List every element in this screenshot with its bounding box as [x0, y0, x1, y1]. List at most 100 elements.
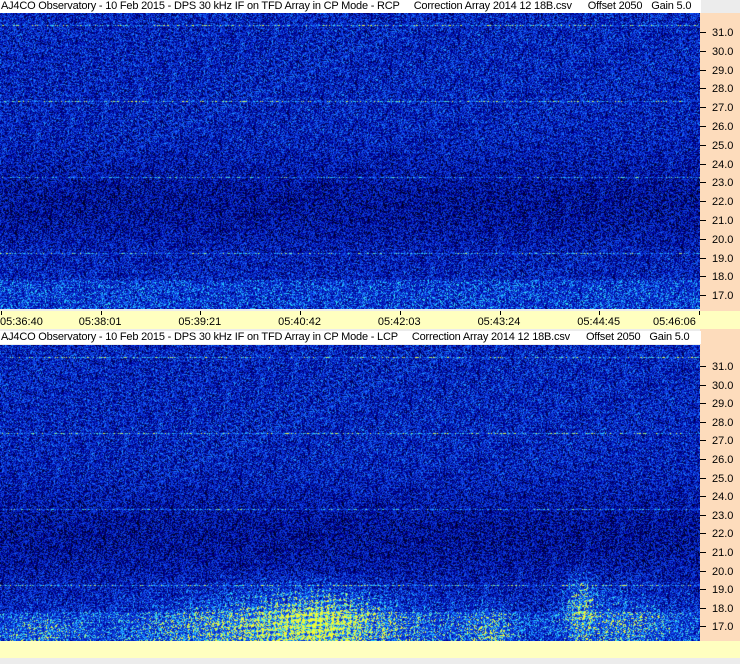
- tick-mark: [700, 552, 706, 553]
- tick-mark: [699, 311, 700, 315]
- lcp-title-bar: AJ4CO Observatory - 10 Feb 2015 - DPS 30…: [0, 331, 701, 344]
- freq-tick-label: 17.0: [712, 621, 734, 634]
- freq-tick: 29.0: [700, 65, 740, 77]
- freq-tick-label: 25.0: [712, 472, 734, 485]
- freq-tick-label: 20.0: [712, 565, 734, 578]
- freq-tick-label: 23.0: [712, 509, 734, 522]
- tick-mark: [700, 257, 706, 259]
- freq-tick-label: 21.0: [712, 215, 734, 227]
- tick-mark: [700, 477, 706, 479]
- tick-mark: [1, 311, 2, 315]
- freq-tick-label: 23.0: [712, 177, 734, 190]
- tick-mark: [599, 311, 601, 315]
- freq-tick-label: 30.0: [712, 379, 734, 392]
- freq-tick: 24.0: [700, 491, 740, 503]
- freq-tick-label: 18.0: [712, 271, 734, 284]
- tick-mark: [300, 311, 302, 315]
- tick-mark: [700, 366, 706, 367]
- tick-mark: [700, 163, 706, 165]
- freq-tick-label: 27.0: [712, 435, 734, 448]
- freq-tick: 18.0: [700, 603, 740, 615]
- freq-tick: 27.0: [700, 435, 740, 447]
- tick-mark: [100, 311, 102, 315]
- freq-tick: 21.0: [700, 215, 740, 227]
- tick-mark: [700, 126, 706, 127]
- time-tick-label: 05:42:03: [377, 316, 421, 328]
- freq-tick: 18.0: [700, 271, 740, 283]
- freq-tick: 24.0: [700, 159, 740, 171]
- freq-tick-label: 22.0: [712, 196, 734, 209]
- rcp-correction: Correction Array 2014 12 18B.csv: [413, 0, 572, 12]
- freq-tick-label: 21.0: [712, 547, 734, 559]
- freq-tick: 20.0: [700, 566, 740, 578]
- tick-mark: [700, 276, 706, 278]
- freq-tick: 28.0: [700, 83, 740, 95]
- tick-mark: [700, 570, 706, 572]
- freq-tick-label: 27.0: [712, 102, 734, 115]
- freq-tick-label: 25.0: [712, 139, 734, 152]
- freq-tick: 20.0: [700, 234, 740, 246]
- lcp-time-axis: [0, 641, 740, 658]
- lcp-title: AJ4CO Observatory - 10 Feb 2015 - DPS 30…: [1, 331, 398, 343]
- freq-tick: 17.0: [700, 290, 740, 302]
- tick-mark: [700, 421, 706, 423]
- tick-mark: [700, 69, 706, 71]
- tick-mark: [499, 311, 501, 315]
- lcp-offset: Offset 2050: [585, 331, 641, 343]
- freq-tick-label: 28.0: [712, 83, 734, 96]
- tick-mark: [700, 514, 706, 516]
- time-tick-label: 05:39:21: [178, 316, 222, 328]
- freq-tick: 17.0: [700, 621, 740, 633]
- freq-tick: 22.0: [700, 196, 740, 208]
- lcp-spectrogram: [0, 345, 700, 641]
- freq-tick: 19.0: [700, 253, 740, 265]
- tick-mark: [700, 238, 706, 240]
- freq-tick: 19.0: [700, 584, 740, 596]
- rcp-title: AJ4CO Observatory - 10 Feb 2015 - DPS 30…: [1, 0, 400, 12]
- freq-tick-label: 19.0: [712, 252, 734, 265]
- freq-tick: 31.0: [700, 361, 740, 373]
- freq-tick-label: 30.0: [712, 45, 734, 58]
- tick-mark: [700, 144, 706, 146]
- time-axis: 05:36:40 05:38:01 05:39:21 05:40:42 05:42:03…: [0, 311, 740, 329]
- freq-tick-label: 18.0: [712, 602, 734, 615]
- tick-mark: [700, 384, 706, 386]
- freq-tick-label: 29.0: [712, 64, 734, 77]
- freq-tick: 25.0: [700, 140, 740, 152]
- freq-tick: 26.0: [700, 454, 740, 466]
- tick-mark: [700, 295, 706, 297]
- freq-tick: 26.0: [700, 121, 740, 133]
- freq-tick-label: 24.0: [712, 158, 734, 171]
- tick-mark: [700, 459, 706, 460]
- time-tick-label: 05:44:45: [577, 316, 621, 328]
- freq-tick-label: 28.0: [712, 416, 734, 429]
- rcp-offset: Offset 2050: [587, 0, 643, 12]
- freq-tick-label: 20.0: [712, 233, 734, 246]
- tick-mark: [700, 107, 706, 109]
- freq-tick: 27.0: [700, 102, 740, 114]
- tick-mark: [700, 496, 706, 498]
- freq-tick: 30.0: [700, 46, 740, 58]
- lcp-frequency-axis: 31.0 30.0 29.0 28.0 27.0 26.0 25.0 24.0 23.0 22.0…: [700, 345, 740, 641]
- freq-tick-label: 29.0: [712, 398, 734, 411]
- freq-tick: 29.0: [700, 398, 740, 410]
- freq-tick: 22.0: [700, 528, 740, 540]
- tick-mark: [700, 440, 706, 442]
- freq-tick: 28.0: [700, 417, 740, 429]
- tick-mark: [700, 607, 706, 609]
- time-tick-label: 05:43:24: [477, 316, 521, 328]
- lcp-correction: Correction Array 2014 12 18B.csv: [411, 331, 570, 343]
- tick-mark: [399, 311, 401, 315]
- tick-mark: [700, 533, 706, 535]
- tick-mark: [700, 32, 706, 33]
- freq-tick-label: 26.0: [712, 121, 734, 133]
- rcp-gain: Gain 5.0: [651, 0, 692, 12]
- freq-tick: 30.0: [700, 380, 740, 392]
- freq-tick-label: 31.0: [712, 361, 734, 373]
- time-tick-label: 05:36:40: [0, 316, 43, 328]
- freq-tick-label: 26.0: [712, 454, 734, 466]
- time-tick-label: 05:40:42: [278, 316, 321, 328]
- freq-tick: 31.0: [700, 27, 740, 39]
- freq-tick-label: 31.0: [712, 27, 734, 39]
- freq-tick-label: 19.0: [712, 584, 734, 597]
